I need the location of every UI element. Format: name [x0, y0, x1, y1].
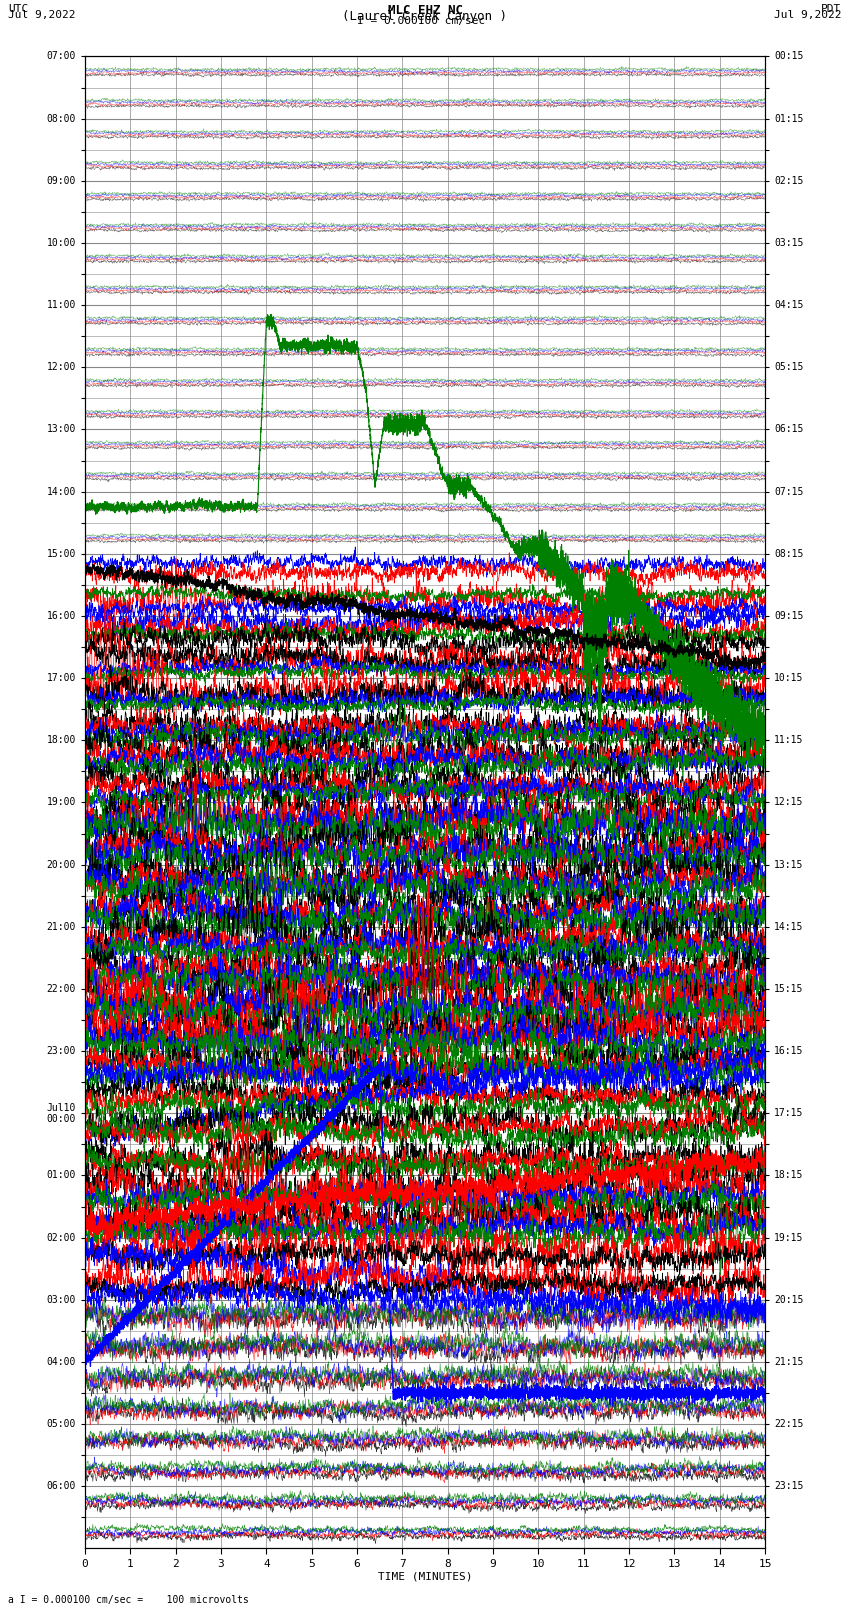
X-axis label: TIME (MINUTES): TIME (MINUTES) [377, 1571, 473, 1582]
Text: Jul 9,2022: Jul 9,2022 [774, 11, 842, 21]
Text: (Laurel Creek Canyon ): (Laurel Creek Canyon ) [343, 11, 507, 24]
Text: Jul 9,2022: Jul 9,2022 [8, 11, 76, 21]
Text: MLC EHZ NC: MLC EHZ NC [388, 5, 462, 18]
Text: a I = 0.000100 cm/sec =    100 microvolts: a I = 0.000100 cm/sec = 100 microvolts [8, 1595, 249, 1605]
Text: UTC: UTC [8, 5, 29, 15]
Text: I = 0.000100 cm/sec: I = 0.000100 cm/sec [357, 16, 485, 26]
Text: PDT: PDT [821, 5, 842, 15]
